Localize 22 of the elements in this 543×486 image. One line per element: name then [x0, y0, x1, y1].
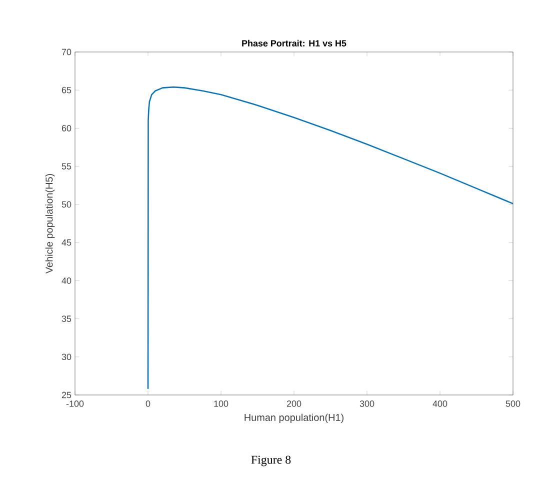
- y-tick-label: 55: [62, 163, 72, 170]
- y-tick-label: 60: [62, 125, 72, 132]
- x-tick-label: 400: [432, 400, 448, 407]
- x-tick-label: -100: [66, 400, 84, 407]
- line-series: [147, 86, 513, 390]
- y-tick-label: 50: [62, 201, 72, 208]
- caption: Figure 8: [251, 456, 291, 466]
- y-tick-label: 40: [62, 277, 72, 284]
- y-tick-label: 70: [62, 48, 72, 56]
- y-tick-label: 25: [62, 392, 72, 398]
- chart-title: Phase Portrait: H1 vs H5: [242, 40, 346, 46]
- x-tick-label: 300: [360, 400, 374, 407]
- x-tick-label: 200: [286, 400, 302, 407]
- x-tick-label: 0: [146, 400, 150, 407]
- y-axis-title: Vehicle population(H5): [45, 174, 55, 274]
- x-axis-title: Human population(H1): [244, 414, 344, 423]
- x-tick-label: 500: [506, 400, 520, 407]
- y-tick-label: 65: [62, 86, 72, 94]
- x-tick-label: 100: [214, 400, 228, 407]
- y-tick-label: 35: [62, 316, 72, 322]
- y-tick-label: 30: [62, 354, 72, 360]
- y-tick-label: 45: [62, 239, 72, 246]
